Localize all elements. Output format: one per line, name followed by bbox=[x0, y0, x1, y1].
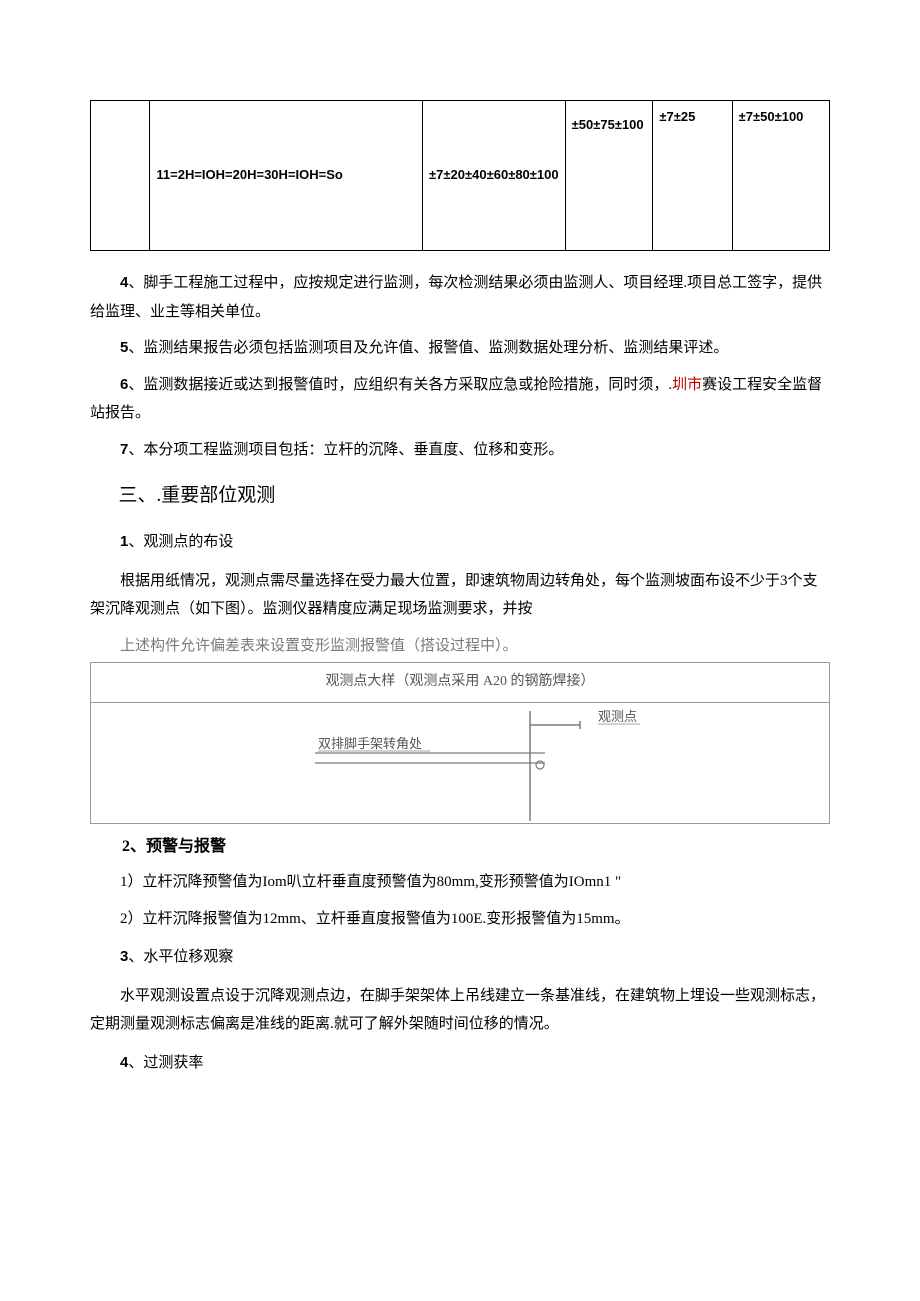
text-5: 、监测结果报告必须包括监测项目及允许值、报警值、监测数据处理分析、监测结果评述。 bbox=[128, 340, 728, 356]
text-7: 、本分项工程监测项目包括：立杆的沉降、垂直度、位移和变形。 bbox=[128, 442, 563, 458]
tolerance-table: 11=2H=IOH=20H=30H=IOH=So ±7±20±40±60±80±… bbox=[90, 100, 830, 251]
item-3: 3、水平位移观察 bbox=[120, 943, 830, 972]
text-6a: 、监测数据接近或达到报警值时，应组织有关各方采取应急或抢险措施，同时须，. bbox=[128, 377, 672, 393]
cell-1 bbox=[91, 101, 150, 251]
table-row: 11=2H=IOH=20H=30H=IOH=So ±7±20±40±60±80±… bbox=[91, 101, 830, 251]
diagram-label-left: 双排脚手架转角处 bbox=[318, 736, 422, 751]
cell-2: 11=2H=IOH=20H=30H=IOH=So bbox=[150, 101, 423, 251]
para-6: 6、监测数据接近或达到报警值时，应组织有关各方采取应急或抢险措施，同时须，.圳市… bbox=[90, 371, 830, 428]
item-2-heading: 2、预警与报警 bbox=[122, 832, 830, 862]
item-3-label: 、水平位移观察 bbox=[128, 949, 233, 965]
diagram-box: 观测点大样（观测点采用 A20 的钢筋焊接） 双排脚手架转角处 观测点 bbox=[90, 662, 830, 824]
diagram-caption: 上述构件允许偏差表来设置变形监测报警值（搭设过程中）。 bbox=[120, 632, 830, 661]
para-5: 5、监测结果报告必须包括监测项目及允许值、报警值、监测数据处理分析、监测结果评述… bbox=[90, 334, 830, 363]
diagram-label-right: 观测点 bbox=[598, 709, 637, 724]
item-1-label: 、观测点的布设 bbox=[128, 534, 233, 550]
cell-6: ±7±50±100 bbox=[732, 101, 829, 251]
item-1: 1、观测点的布设 bbox=[120, 528, 830, 557]
section-3-heading: 三、.重要部位观测 bbox=[119, 478, 831, 514]
item-1-body: 根据用纸情况，观测点需尽量选择在受力最大位置，即速筑物周边转角处，每个监测坡面布… bbox=[90, 567, 830, 624]
cell-4: ±50±75±100 bbox=[565, 101, 653, 251]
para-7: 7、本分项工程监测项目包括：立杆的沉降、垂直度、位移和变形。 bbox=[90, 436, 830, 465]
item-4: 4、过测获率 bbox=[120, 1049, 830, 1078]
item-2-line2: 2）立杆沉降报警值为12mm、立杆垂直度报警值为100E.变形报警值为15mm。 bbox=[90, 905, 830, 934]
text-6-red: 圳市 bbox=[672, 377, 702, 393]
item-3-body: 水平观测设置点设于沉降观测点边，在脚手架架体上吊线建立一条基准线，在建筑物上埋设… bbox=[90, 982, 830, 1039]
cell-5: ±7±25 bbox=[653, 101, 732, 251]
diagram-body: 双排脚手架转角处 观测点 bbox=[91, 703, 829, 823]
cell-3: ±7±20±40±60±80±100 bbox=[423, 101, 566, 251]
item-2-line1: 1）立杆沉降预警值为Iom叭立杆垂直度预警值为80mm,变形预警值为IOmn1 … bbox=[90, 868, 830, 897]
diagram-svg: 双排脚手架转角处 观测点 bbox=[91, 703, 829, 823]
para-4: 4、脚手工程施工过程中，应按规定进行监测，每次检测结果必须由监测人、项目经理.项… bbox=[90, 269, 830, 326]
diagram-title: 观测点大样（观测点采用 A20 的钢筋焊接） bbox=[91, 663, 829, 703]
item-4-label: 、过测获率 bbox=[128, 1055, 203, 1071]
text-4: 、脚手工程施工过程中，应按规定进行监测，每次检测结果必须由监测人、项目经理.项目… bbox=[90, 275, 822, 320]
